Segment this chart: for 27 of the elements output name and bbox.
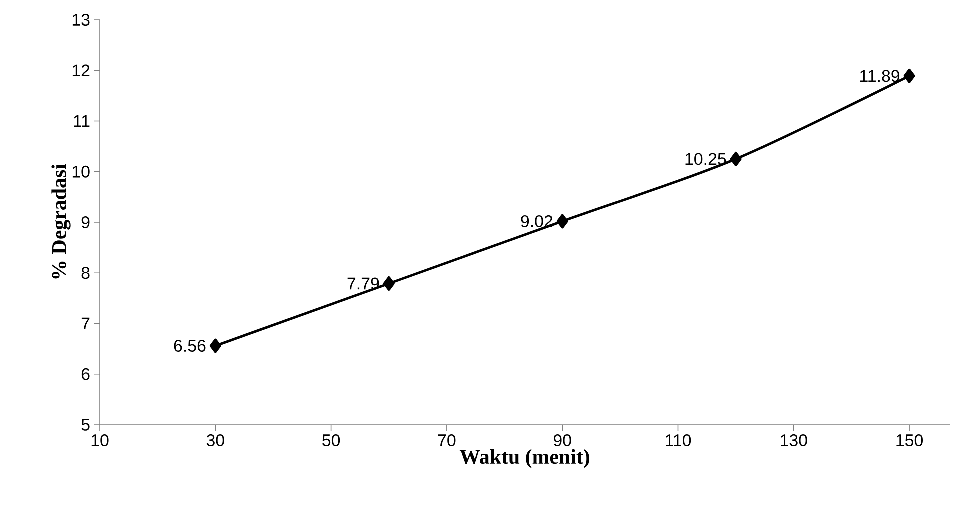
x-tick-label: 50	[322, 434, 340, 447]
x-tick-label: 30	[206, 434, 224, 447]
y-axis-title: % Degradasi	[52, 164, 71, 279]
y-tick-label: 5	[82, 419, 90, 431]
y-tick-label: 12	[72, 64, 90, 77]
x-tick-label: 130	[781, 434, 808, 447]
point	[383, 276, 395, 291]
x-tick-label: 70	[438, 434, 456, 447]
data-label: 10.25	[686, 153, 726, 166]
x-axis-title: Waktu (menit)	[460, 449, 590, 468]
point	[730, 152, 742, 166]
x-tick-label: 10	[92, 434, 109, 447]
point	[556, 214, 568, 229]
y-tick-label: 9	[82, 216, 90, 228]
point	[210, 338, 222, 354]
y-tick-label: 8	[82, 267, 90, 280]
y-tick-label: 11	[74, 115, 90, 128]
point	[904, 68, 916, 84]
y-tick-label: 13	[72, 14, 90, 26]
x-tick-label: 110	[666, 434, 692, 447]
y-tick-label: 6	[82, 368, 90, 380]
y-tick-label: 7	[82, 318, 90, 330]
data-label: 6.56	[174, 340, 206, 352]
x-tick-label: 150	[896, 434, 924, 447]
x-tick-label: 90	[554, 434, 572, 447]
y-tick-label: 10	[72, 166, 90, 178]
data-label: 11.89	[860, 70, 900, 82]
